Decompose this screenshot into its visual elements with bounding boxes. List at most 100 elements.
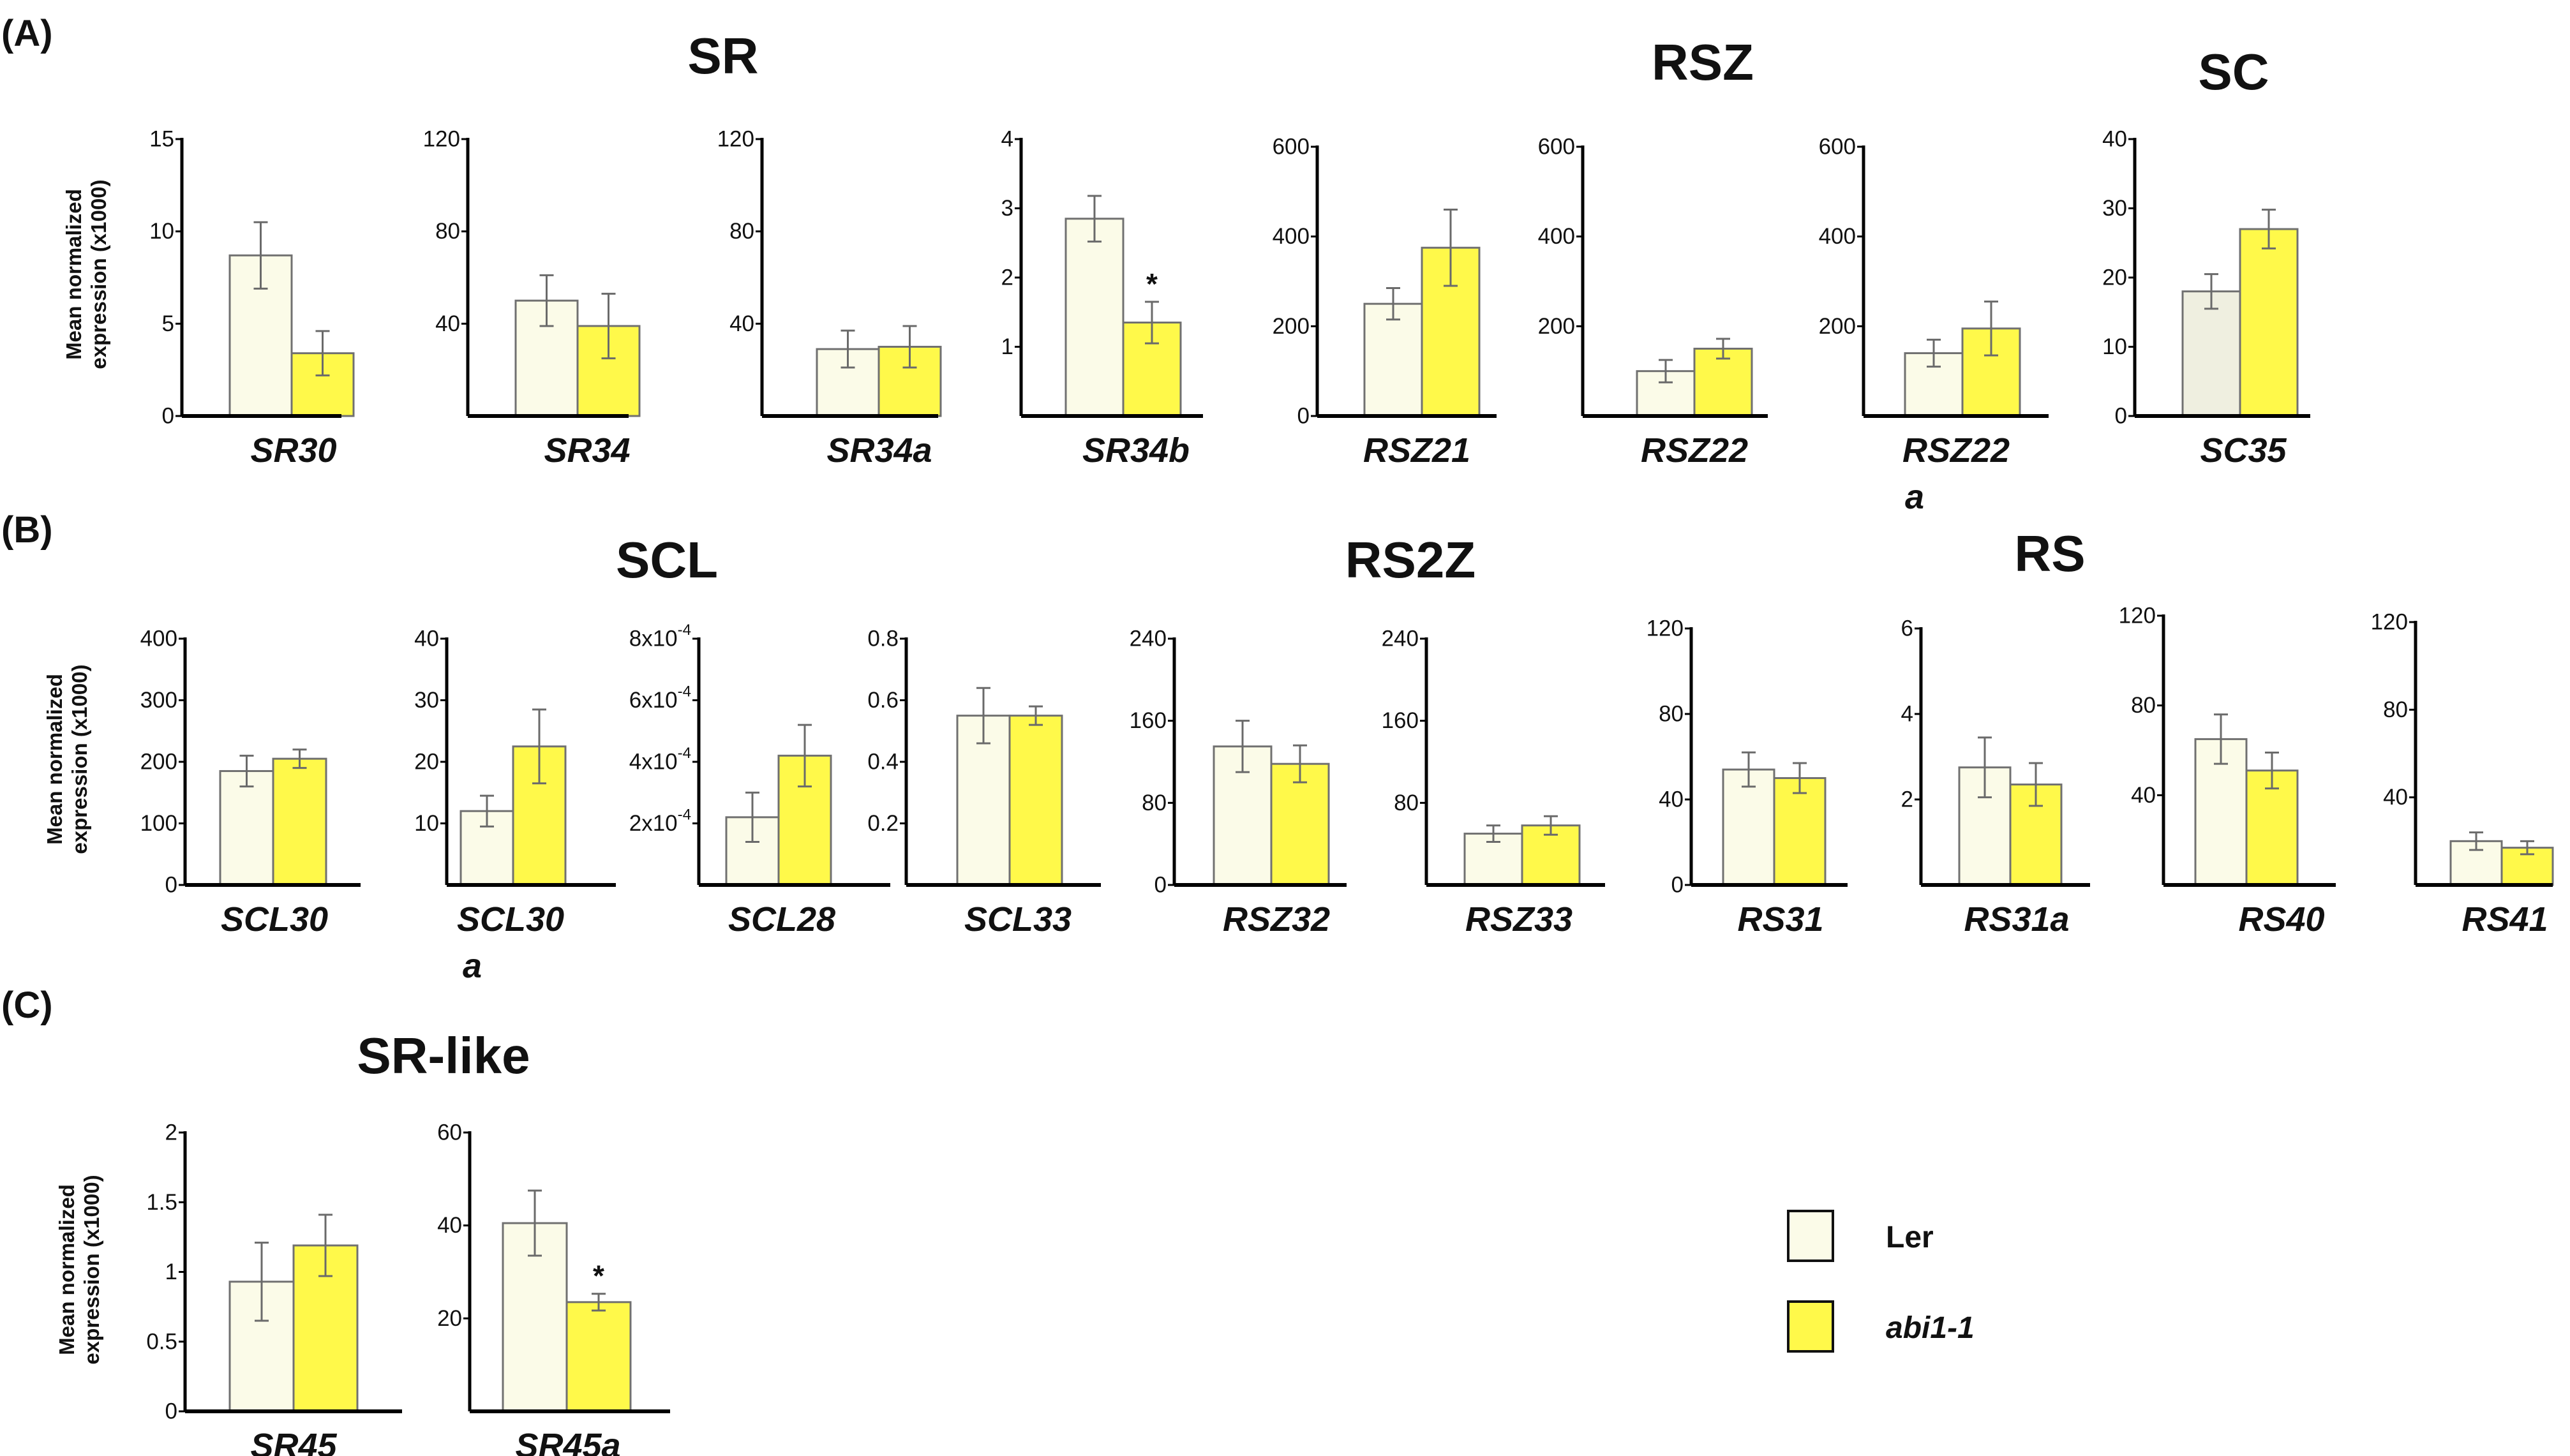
y-tick-label: 40 xyxy=(729,311,754,336)
y-tick-label: 0 xyxy=(1297,404,1310,429)
family-title-rsz: RSZ xyxy=(1652,34,1754,91)
chart-sr34a: 40 80 120 SR34a xyxy=(717,127,942,470)
y-tick-label: 80 xyxy=(1394,791,1419,815)
gene-label: SR45 xyxy=(250,1427,337,1456)
y-tick-label: 2x10-4 xyxy=(629,806,691,836)
y-tick-label: 0.6 xyxy=(867,688,899,713)
y-tick-label: 0 xyxy=(165,873,177,898)
y-tick-label: 40 xyxy=(2383,785,2408,810)
y-tick-label: 0.4 xyxy=(867,750,899,775)
chart-sc35: 0 10 20 30 40 SC35 xyxy=(2102,127,2310,470)
y-tick-label: 400 xyxy=(140,627,177,651)
bar-ler xyxy=(1363,302,1423,417)
y-axis-title-b-line1: Mean normalized xyxy=(43,674,66,845)
y-tick-label: 2 xyxy=(165,1120,177,1145)
y-tick-label: 1 xyxy=(1001,334,1013,359)
gene-label: SR34b xyxy=(1082,431,1190,470)
y-tick-label: 0.5 xyxy=(146,1329,177,1354)
gene-label: RS31 xyxy=(1737,900,1823,939)
family-title-sr-like: SR-like xyxy=(357,1027,530,1084)
y-tick-label: 160 xyxy=(1130,708,1167,733)
bar-abi1-1 xyxy=(1693,348,1753,417)
y-tick-label: 80 xyxy=(435,219,460,244)
y-tick-label: 4x10-4 xyxy=(629,745,691,775)
y-tick-label: 10 xyxy=(2102,334,2127,359)
chart-sr45: 0 0.5 1 1.5 2 SR45 xyxy=(146,1120,402,1456)
bar-abi1-1 xyxy=(272,757,327,886)
panel-label-a: (A) xyxy=(1,13,53,54)
family-title-rs: RS xyxy=(2014,525,2085,582)
y-tick-label: 30 xyxy=(414,688,439,713)
gene-label: RSZ22 xyxy=(1641,431,1748,470)
y-tick-label: 40 xyxy=(435,311,460,336)
y-tick-label: 120 xyxy=(717,127,754,152)
gene-label: SC35 xyxy=(2200,431,2287,470)
y-tick-label: 300 xyxy=(140,688,177,713)
y-tick-label: 4 xyxy=(1901,702,1913,727)
y-tick-label: 40 xyxy=(1659,787,1684,812)
y-tick-label: 40 xyxy=(2131,783,2156,808)
legend-label-ler: Ler xyxy=(1886,1221,1934,1254)
chart-rsz33: 80 160 240 RSZ33 xyxy=(1382,627,1605,939)
y-tick-label: 120 xyxy=(1647,616,1684,641)
y-tick-label: 4 xyxy=(1001,127,1013,152)
y-tick-label: 2 xyxy=(1901,787,1913,812)
gene-label: SCL30 xyxy=(221,900,328,939)
y-tick-label: 80 xyxy=(1142,791,1167,815)
y-tick-label: 200 xyxy=(1819,314,1856,339)
y-tick-label: 600 xyxy=(1819,135,1856,160)
gene-label-suffix: a xyxy=(463,947,482,985)
y-tick-label: 20 xyxy=(2102,265,2127,290)
y-tick-label: 5 xyxy=(162,311,174,336)
chart-sr30: 0 5 10 15 SR30 xyxy=(149,127,355,470)
y-axis-title-c-line2: expression (x1000) xyxy=(80,1175,103,1364)
bar-abi1-1 xyxy=(1008,715,1063,886)
y-tick-label: 0 xyxy=(165,1399,177,1424)
y-axis-title-a-line2: expression (x1000) xyxy=(87,179,110,369)
y-tick-label: 2 xyxy=(1001,265,1013,290)
y-tick-label: 6x10-4 xyxy=(629,683,691,713)
y-tick-label: 1.5 xyxy=(146,1190,177,1215)
y-axis-title-a-line1: Mean normalized xyxy=(62,189,86,360)
y-tick-label: 0 xyxy=(1671,873,1684,898)
y-tick-label: 0 xyxy=(1154,873,1167,898)
bar-charts: 051015SR304080120SR344080120SR34a*1234SR… xyxy=(140,127,2554,1456)
y-tick-label: 100 xyxy=(140,811,177,836)
chart-sr34: 40 80 120 SR34 xyxy=(423,127,641,470)
chart-scl28: 2x10-4 4x10-4 6x10-4 8x10-4 SCL28 xyxy=(629,621,890,939)
family-title-rs2z: RS2Z xyxy=(1345,531,1476,588)
bar-abi1-1 xyxy=(2245,769,2299,886)
family-title-scl: SCL xyxy=(616,531,718,588)
y-axis-title-c-line1: Mean normalized xyxy=(55,1184,78,1355)
chart-scl30: 0 100 200 300 400 SCL30 xyxy=(140,627,361,939)
gene-label: RSZ32 xyxy=(1223,900,1330,939)
y-tick-label: 120 xyxy=(423,127,460,152)
gene-label: SR34 xyxy=(544,431,630,470)
gene-label: SCL30 xyxy=(457,900,564,939)
y-tick-label: 400 xyxy=(1538,224,1575,249)
panel-label-c: (C) xyxy=(1,984,53,1026)
chart-rs40: 40 80 120 RS40 xyxy=(2119,604,2336,939)
panel-label-b: (B) xyxy=(1,509,53,551)
chart-rsz22: 200 400 600 RSZ22 xyxy=(1538,135,1768,470)
gene-label: RSZ21 xyxy=(1363,431,1470,470)
chart-rs41: 40 80 120 RS41 xyxy=(2371,610,2554,939)
y-tick-label: 0.8 xyxy=(867,627,899,651)
y-tick-label: 400 xyxy=(1273,224,1310,249)
y-tick-label: 240 xyxy=(1130,627,1167,651)
chart-sr45a: * 20 40 60 SR45a xyxy=(437,1120,670,1456)
bar-ler xyxy=(1065,218,1124,417)
y-tick-label: 20 xyxy=(414,750,439,775)
gene-label: RSZ22 xyxy=(1902,431,2010,470)
significance-marker: * xyxy=(1146,267,1158,301)
bar-ler xyxy=(2181,290,2241,417)
y-tick-label: 10 xyxy=(414,811,439,836)
family-title-sc: SC xyxy=(2198,43,2269,100)
y-tick-label: 600 xyxy=(1273,135,1310,160)
y-tick-label: 400 xyxy=(1819,224,1856,249)
y-tick-label: 200 xyxy=(1273,314,1310,339)
y-tick-label: 60 xyxy=(437,1120,462,1145)
y-tick-label: 10 xyxy=(149,219,174,244)
